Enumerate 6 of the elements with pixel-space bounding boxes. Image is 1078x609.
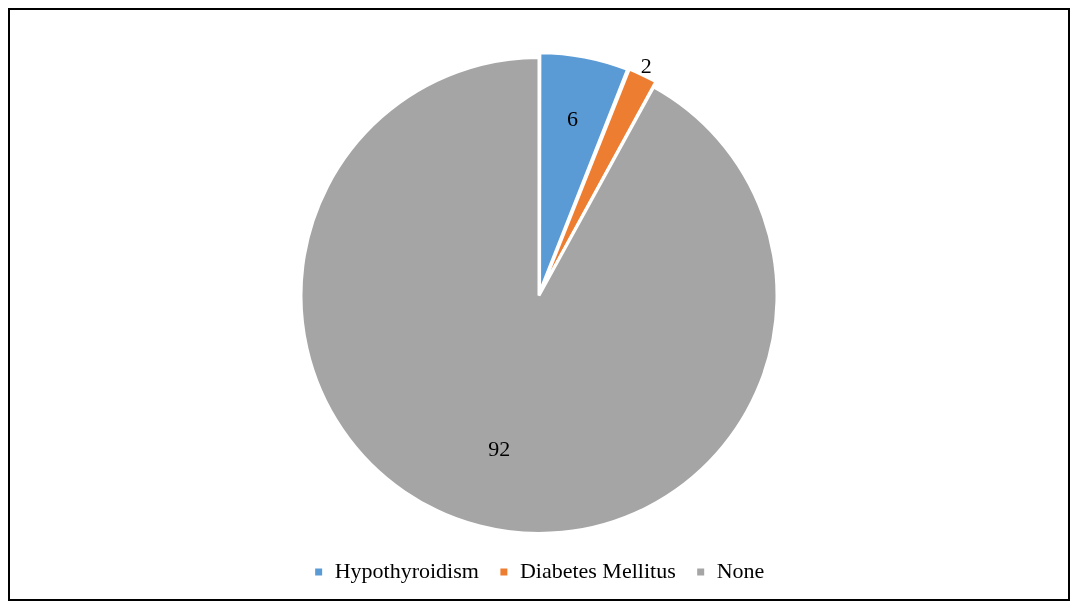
- data-label: 2: [640, 53, 652, 79]
- legend-label: None: [716, 557, 765, 583]
- legend-label: Hypothyroidism: [334, 557, 479, 583]
- legend-label: Diabetes Mellitus: [519, 557, 676, 583]
- data-label: 92: [488, 435, 511, 461]
- data-label: 6: [566, 105, 578, 131]
